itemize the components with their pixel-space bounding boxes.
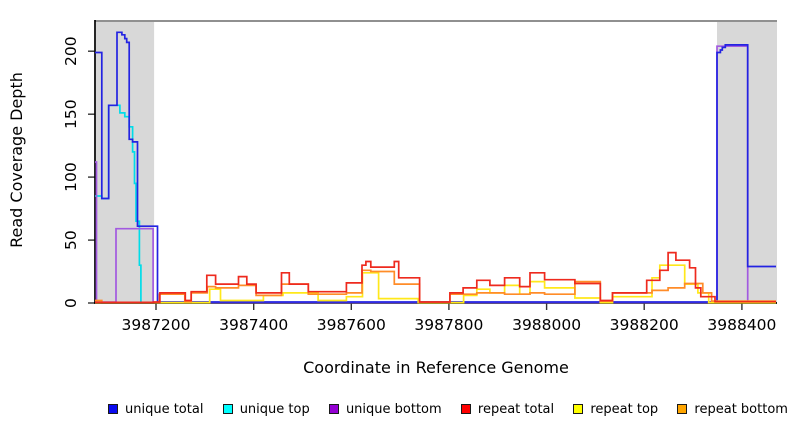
unique-top-swatch-icon bbox=[222, 404, 233, 414]
x-axis-title: Coordinate in Reference Genome bbox=[303, 358, 569, 377]
x-tick-label: 3987200 bbox=[121, 316, 190, 334]
x-tick-label: 3988000 bbox=[512, 316, 581, 334]
legend-item-repeat-bottom: repeat bottom bbox=[677, 402, 788, 417]
x-tick-label: 3987600 bbox=[317, 316, 386, 334]
x-tick-label: 3987400 bbox=[219, 316, 288, 334]
repeat-bottom-swatch-icon bbox=[677, 404, 688, 414]
repeat-region-shading bbox=[96, 21, 155, 303]
x-tick-label: 3987800 bbox=[414, 316, 483, 334]
y-tick-label: 0 bbox=[62, 298, 80, 308]
coverage-trace-unique-total bbox=[95, 31, 776, 303]
legend-item-unique-total: unique total bbox=[108, 402, 203, 417]
legend-item-repeat-total: repeat total bbox=[460, 401, 555, 417]
unique-bottom-swatch-icon bbox=[328, 404, 339, 414]
legend-label: repeat bottom bbox=[694, 401, 788, 417]
coverage-trace-repeat-total bbox=[95, 251, 776, 304]
coverage-trace-unique-bottom bbox=[95, 45, 776, 304]
coverage-trace-unique-top bbox=[95, 104, 776, 304]
legend-label: unique bottom bbox=[345, 401, 442, 417]
legend-label: repeat total bbox=[477, 401, 555, 417]
legend-item-unique-top: unique top bbox=[222, 401, 310, 417]
coverage-trace-repeat-bottom bbox=[95, 269, 776, 304]
legend-label: unique total bbox=[125, 401, 204, 417]
repeat-total-swatch-icon bbox=[460, 404, 471, 414]
repeat-top-swatch-icon bbox=[573, 404, 584, 414]
legend-item-repeat-top: repeat top bbox=[573, 402, 658, 417]
y-tick-label: 150 bbox=[62, 99, 80, 129]
coverage-plot: 3987200 3987400 3987600 3987800 3988000 39882… bbox=[62, 20, 777, 334]
legend-label: repeat top bbox=[590, 401, 659, 417]
y-tick-label: 200 bbox=[62, 36, 80, 66]
x-tick-label: 3988400 bbox=[707, 316, 776, 334]
unique-total-swatch-icon bbox=[108, 404, 118, 414]
x-tick-label: 3988200 bbox=[610, 316, 679, 334]
y-tick-label: 100 bbox=[62, 162, 80, 192]
legend-label: unique top bbox=[239, 401, 310, 417]
coverage-trace-repeat-top bbox=[95, 264, 776, 304]
legend-item-unique-bottom: unique bottom bbox=[328, 401, 442, 417]
y-tick-label: 50 bbox=[62, 230, 80, 250]
y-axis-title: Read Coverage Depth bbox=[7, 72, 26, 248]
chart-legend: unique total unique top unique bottom re… bbox=[108, 400, 788, 418]
